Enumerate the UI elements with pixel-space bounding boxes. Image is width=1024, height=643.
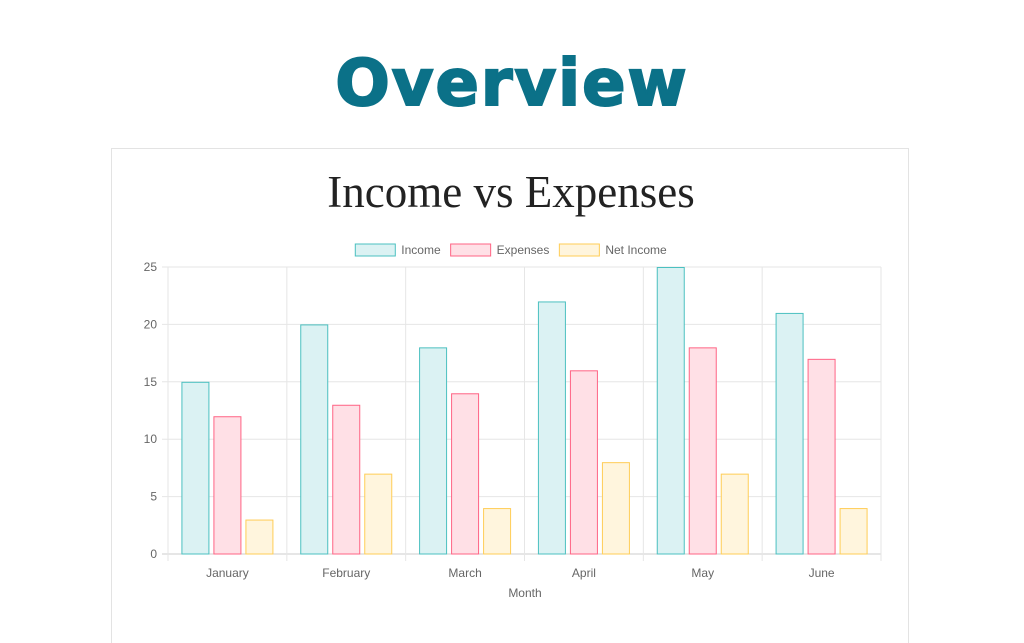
x-tick-label: June	[809, 566, 835, 580]
bar-expenses	[688, 347, 717, 555]
y-tick-label: 15	[144, 375, 158, 389]
bar-income	[300, 324, 329, 555]
y-tick-label: 5	[150, 490, 157, 504]
y-tick-label: 10	[144, 432, 158, 446]
chart-bars	[181, 267, 868, 555]
legend-swatch	[450, 243, 492, 257]
bar-net-income	[601, 462, 630, 555]
chart-card: Income vs Expenses Income Expenses Net Inc…	[111, 148, 909, 643]
legend-swatch	[558, 243, 600, 257]
x-tick-label: May	[691, 566, 714, 580]
bar-net-income	[483, 508, 512, 555]
bar-income	[419, 347, 448, 555]
chart-title: Income vs Expenses	[327, 167, 694, 217]
chart-grid	[162, 266, 882, 561]
legend-label: Income	[401, 243, 441, 257]
bar-income	[775, 312, 804, 555]
legend-swatch	[354, 243, 396, 257]
x-tick-label: April	[572, 566, 596, 580]
bar-net-income	[720, 473, 749, 555]
bar-net-income	[364, 473, 393, 555]
x-tick-label: January	[206, 566, 249, 580]
bar-income	[656, 267, 685, 555]
legend-label: Net Income	[605, 243, 667, 257]
bar-net-income	[839, 508, 868, 555]
y-tick-label: 20	[144, 317, 158, 331]
x-tick-label: February	[322, 566, 370, 580]
bar-expenses	[451, 393, 480, 555]
chart-legend: Income Expenses Net Income	[354, 243, 667, 257]
y-tick-label: 25	[144, 260, 158, 274]
bar-net-income	[245, 519, 274, 555]
chart-axes: 0 5 10 15 20 25 January February March April May Ju…	[144, 260, 835, 580]
income-expenses-chart: Income vs Expenses Income Expenses Net Inc…	[144, 167, 882, 600]
bar-income	[181, 381, 210, 555]
bar-income	[537, 301, 566, 555]
bar-expenses	[213, 416, 242, 555]
page-title: Overview	[334, 46, 689, 122]
x-tick-label: March	[448, 566, 481, 580]
bar-expenses	[569, 370, 598, 555]
bar-expenses	[807, 358, 836, 555]
bar-expenses	[332, 404, 361, 555]
y-tick-label: 0	[150, 547, 157, 561]
x-axis-title: Month	[508, 586, 541, 600]
legend-label: Expenses	[497, 243, 550, 257]
